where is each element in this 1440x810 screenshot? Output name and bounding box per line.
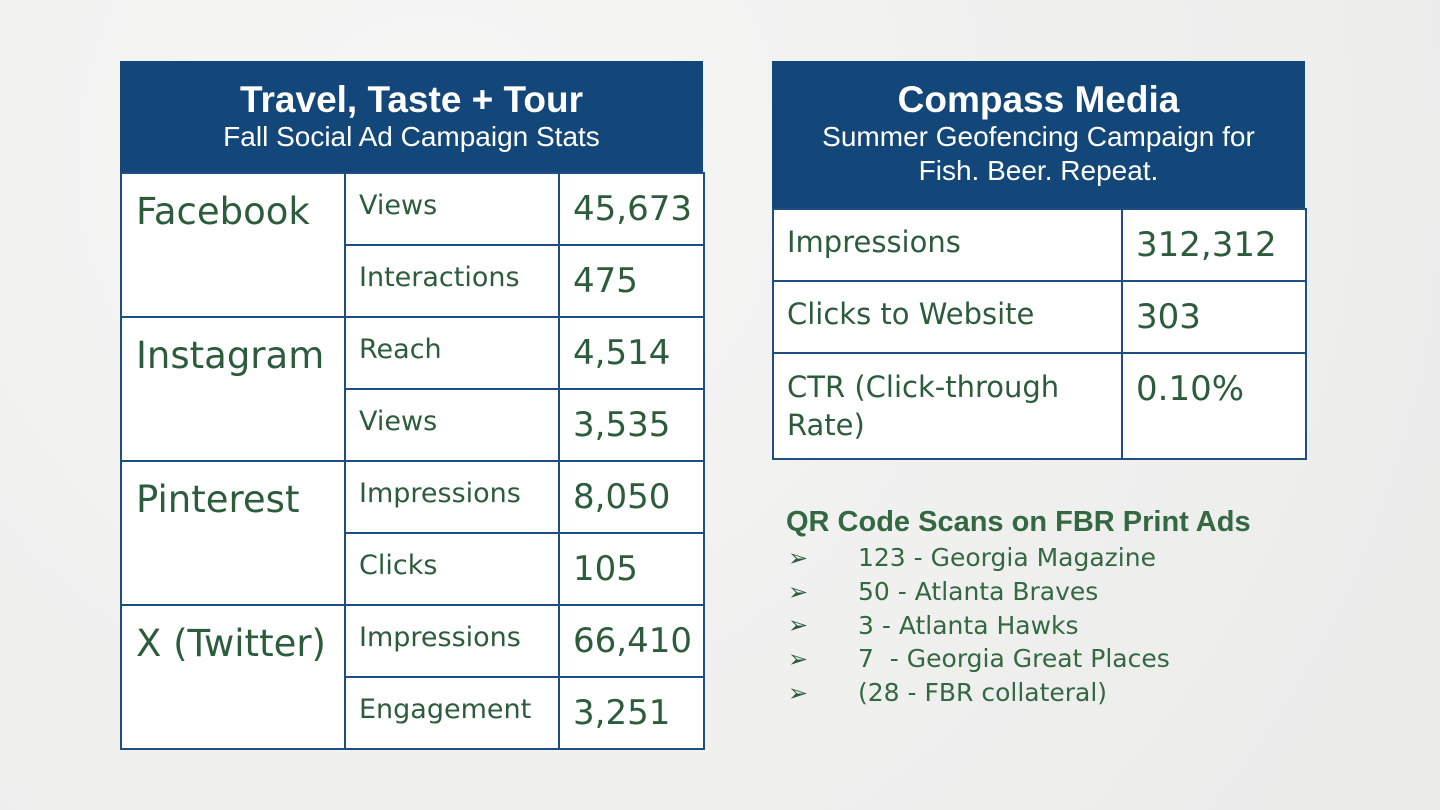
- metric-value: 475: [558, 244, 705, 318]
- platform-cell: Instagram: [120, 316, 346, 462]
- qr-item-text: 123 - Georgia Magazine: [858, 543, 1156, 573]
- metric-label: Reach: [344, 316, 560, 390]
- metric-label: Impressions: [772, 208, 1123, 282]
- social-stats-header: Travel, Taste + Tour Fall Social Ad Camp…: [120, 61, 703, 172]
- table-row: Interactions 475: [121, 244, 705, 318]
- list-item: ➢ 123 - Georgia Magazine: [788, 541, 1170, 575]
- qr-item-text: 50 - Atlanta Braves: [858, 577, 1099, 607]
- arrow-bullet-icon: ➢: [788, 543, 809, 572]
- metric-label: Engagement: [344, 676, 560, 750]
- social-stats-title: Travel, Taste + Tour: [239, 79, 584, 120]
- qr-item-text: 3 - Atlanta Hawks: [858, 610, 1079, 640]
- list-item: ➢ (28 - FBR collateral): [788, 676, 1170, 710]
- metric-value: 45,673: [558, 172, 705, 246]
- metric-value: 3,251: [558, 676, 705, 750]
- table-row: Pinterest Impressions 8,050: [120, 460, 705, 606]
- table-row: Impressions 312,312: [772, 208, 1307, 282]
- table-row: Instagram Reach 4,514: [120, 316, 705, 462]
- table-row: Clicks to Website 303: [772, 280, 1307, 354]
- social-stats-panel: Travel, Taste + Tour Fall Social Ad Camp…: [120, 61, 705, 750]
- table-row: Views 3,535: [121, 388, 705, 462]
- metric-label: Impressions: [344, 460, 560, 534]
- geofencing-header: Compass Media Summer Geofencing Campaign…: [772, 61, 1305, 208]
- geofencing-table: Impressions 312,312 Clicks to Website 30…: [772, 208, 1307, 460]
- list-item: ➢ 7 - Georgia Great Places: [788, 642, 1170, 676]
- arrow-bullet-icon: ➢: [788, 678, 809, 707]
- metric-label: Views: [344, 388, 560, 462]
- list-item: ➢ 50 - Atlanta Braves: [788, 575, 1170, 609]
- metric-label: Clicks to Website: [772, 280, 1123, 354]
- table-row: X (Twitter) Impressions 66,410: [120, 604, 705, 750]
- qr-scans-title: QR Code Scans on FBR Print Ads: [786, 506, 1251, 538]
- geofencing-panel: Compass Media Summer Geofencing Campaign…: [772, 61, 1307, 460]
- metric-label: Interactions: [344, 244, 560, 318]
- geofencing-title: Compass Media: [897, 79, 1180, 120]
- platform-cell: Pinterest: [120, 460, 346, 606]
- list-item: ➢ 3 - Atlanta Hawks: [788, 608, 1170, 642]
- arrow-bullet-icon: ➢: [788, 577, 809, 606]
- metric-label: Views: [344, 172, 560, 246]
- platform-cell: X (Twitter): [120, 604, 346, 750]
- metric-value: 66,410: [558, 604, 705, 678]
- metric-value: 303: [1121, 280, 1307, 354]
- qr-item-text: (28 - FBR collateral): [858, 678, 1108, 708]
- metric-value: 8,050: [558, 460, 705, 534]
- platform-cell: Facebook: [120, 172, 346, 318]
- metric-value: 3,535: [558, 388, 705, 462]
- table-row: Clicks 105: [121, 532, 705, 606]
- geofencing-subtitle-line1: Summer Geofencing Campaign for: [822, 121, 1255, 152]
- metric-value: 105: [558, 532, 705, 606]
- social-stats-subtitle: Fall Social Ad Campaign Stats: [223, 121, 600, 152]
- qr-item-text: 7 - Georgia Great Places: [858, 644, 1170, 674]
- metric-label: CTR (Click-through Rate): [772, 352, 1123, 460]
- qr-scans-list: ➢ 123 - Georgia Magazine ➢ 50 - Atlanta …: [788, 541, 1170, 709]
- arrow-bullet-icon: ➢: [788, 611, 809, 640]
- table-row: CTR (Click-through Rate) 0.10%: [772, 352, 1307, 460]
- metric-value: 312,312: [1121, 208, 1307, 282]
- table-row: Engagement 3,251: [121, 676, 705, 750]
- geofencing-subtitle-line2: Fish. Beer. Repeat.: [918, 155, 1159, 186]
- table-row: Facebook Views 45,673: [120, 172, 705, 318]
- arrow-bullet-icon: ➢: [788, 644, 809, 673]
- metric-value: 0.10%: [1121, 352, 1307, 460]
- metric-label: Impressions: [344, 604, 560, 678]
- metric-label: Clicks: [344, 532, 560, 606]
- social-stats-table: Facebook Views 45,673 Interactions 475 I…: [120, 172, 705, 750]
- metric-value: 4,514: [558, 316, 705, 390]
